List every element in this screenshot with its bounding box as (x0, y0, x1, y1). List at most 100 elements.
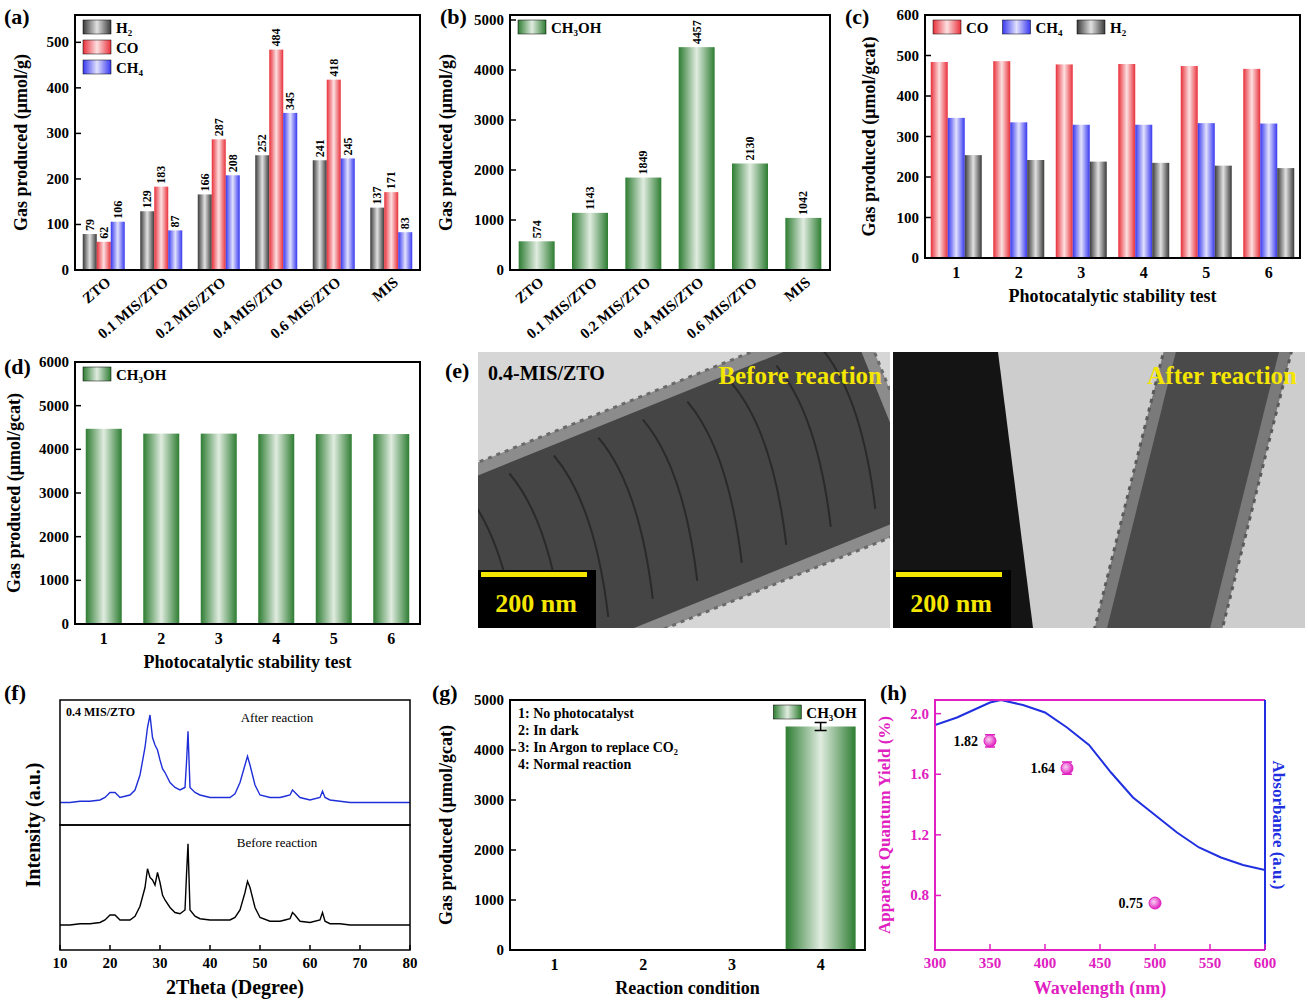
x-tick-label: 4 (1140, 264, 1148, 281)
panel-letter: (e) (445, 358, 469, 383)
figure: 0100200300400500791291662522411376218328… (0, 0, 1308, 1006)
legend: CH₃OH (83, 367, 167, 383)
x-tick-label: 10 (53, 955, 68, 971)
panel-letter: (h) (880, 680, 907, 705)
data-label: 574 (530, 220, 544, 238)
data-label: 245 (341, 137, 355, 155)
bar (1215, 166, 1232, 258)
y-tick-label: 200 (47, 171, 70, 187)
x-tick (209, 945, 211, 950)
panel: 0100020003000400050001234Gas produced (μ… (436, 692, 865, 998)
x-tick-label: 80 (403, 955, 418, 971)
y-tick-label: 400 (47, 80, 70, 96)
tem-image (478, 352, 890, 628)
bar (572, 213, 608, 270)
series-group (60, 844, 410, 925)
bar (313, 160, 327, 270)
x-tick-label: 2 (1015, 264, 1023, 281)
bar (1010, 122, 1027, 258)
y-tick-label: 6000 (39, 354, 69, 370)
data-label: 208 (226, 154, 240, 172)
annotation: 3: In Argon to replace CO₂ (518, 740, 678, 755)
legend-swatch (83, 367, 111, 381)
bar (373, 434, 409, 624)
x-tick-label: ZTO (79, 274, 113, 306)
bar (97, 242, 111, 270)
bar (1198, 123, 1215, 258)
y-tick-label: 4000 (39, 441, 69, 457)
y-tick-label: 500 (47, 34, 70, 50)
y-tick-label: 2000 (39, 529, 69, 545)
y-tick-label: 4000 (474, 62, 504, 78)
y-tick-label: 3000 (474, 112, 504, 128)
legend-label: H₂ (1110, 20, 1127, 36)
x-tick (934, 944, 936, 950)
scale-bar-label: 200 nm (910, 589, 992, 618)
bar (1152, 163, 1169, 258)
bar (384, 192, 398, 270)
texture (723, 381, 803, 545)
x-tick-label: 3 (1077, 264, 1085, 281)
title: 0.4-MIS/ZTO (488, 362, 605, 384)
rod-core (478, 352, 890, 628)
x-tick-label: 450 (1089, 955, 1112, 971)
bar (786, 727, 856, 951)
x-tick-label: 70 (353, 955, 368, 971)
bar (1073, 125, 1090, 258)
bar (1243, 69, 1260, 258)
y-tick (935, 713, 941, 715)
bar (269, 50, 283, 270)
y-tick-label: 5000 (474, 12, 504, 28)
y-tick (935, 834, 941, 836)
x-tick-label: 350 (979, 955, 1002, 971)
line (60, 844, 410, 925)
bar (1260, 124, 1277, 258)
y-tick-label: 2000 (474, 162, 504, 178)
x-axis-title: Wavelength (nm) (1034, 978, 1167, 999)
point (1149, 897, 1161, 909)
y-tick-label: 2000 (474, 842, 504, 858)
series-label: After reaction (241, 710, 314, 725)
bar (86, 429, 122, 624)
y-tick-label: 100 (897, 210, 920, 226)
data-label: 166 (198, 173, 212, 191)
line (60, 715, 410, 803)
y-tick-label: 1.2 (910, 827, 929, 843)
data-label: 129 (140, 190, 154, 208)
y-tick-label: 0 (497, 942, 505, 958)
scale-bar (896, 572, 1002, 577)
annotation: 1: No photocatalyst (518, 706, 634, 721)
x-tick-label: 1 (100, 630, 108, 647)
y-tick-label: 0.8 (910, 887, 929, 903)
data-label: 1849 (636, 151, 650, 175)
x-tick (1099, 944, 1101, 950)
y-tick-label: 300 (47, 125, 70, 141)
legend-label: CO (116, 40, 139, 56)
x-tick (1154, 944, 1156, 950)
bar (931, 62, 948, 258)
bar (679, 47, 715, 270)
bar (111, 222, 125, 270)
bar (1056, 64, 1073, 258)
rod (1087, 352, 1299, 628)
bars (931, 61, 1295, 258)
annotation: 4: Normal reaction (518, 757, 631, 772)
x-tick-label: 0.6 MIS/ZTO (683, 274, 759, 342)
bar (965, 155, 982, 258)
rod-shell (478, 352, 890, 628)
x-tick (989, 944, 991, 950)
x-tick-label: 30 (153, 955, 168, 971)
y-tick-label: 0 (912, 250, 920, 266)
marks (935, 700, 1265, 909)
x-tick-label: 500 (1144, 955, 1167, 971)
error-bar (815, 723, 827, 731)
y-tick-label: 1.6 (910, 766, 929, 782)
x-tick-label: 60 (303, 955, 318, 971)
y-tick-label: 200 (897, 169, 920, 185)
image-label: Before reaction (718, 362, 882, 389)
legend-label: CO (966, 20, 989, 36)
data-label: 241 (313, 139, 327, 157)
legend-swatch (83, 20, 111, 34)
x-tick-label: 4 (272, 630, 280, 647)
legend: CH₃OH (518, 20, 602, 36)
